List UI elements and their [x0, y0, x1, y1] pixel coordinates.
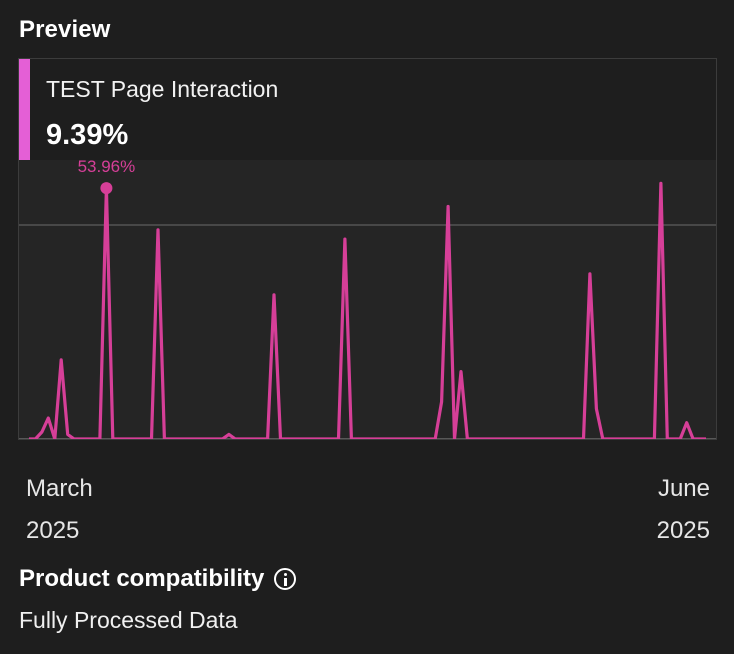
- metric-header: TEST Page Interaction 9.39%: [19, 59, 716, 160]
- x-axis-end-month: June: [657, 475, 710, 502]
- product-compatibility-heading: Product compatibility: [19, 565, 297, 593]
- x-axis-start-label: March 2025: [26, 468, 93, 552]
- product-compatibility-title: Product compatibility: [19, 565, 265, 592]
- preview-title: Preview: [19, 16, 111, 43]
- x-axis-end-year: 2025: [656, 517, 710, 544]
- x-axis-start-year: 2025: [26, 517, 80, 544]
- metric-name: TEST Page Interaction: [46, 76, 279, 102]
- x-axis-end-label: June 2025: [657, 468, 710, 552]
- peak-point[interactable]: [100, 182, 113, 195]
- series-line: [29, 181, 706, 439]
- metric-value: 9.39%: [46, 119, 129, 151]
- metric-accent-bar: [19, 59, 30, 160]
- preview-card: TEST Page Interaction 9.39% 53.96%: [18, 58, 717, 440]
- trend-chart: 53.96%: [19, 160, 716, 439]
- peak-label: 53.96%: [78, 160, 136, 176]
- info-icon[interactable]: [274, 568, 297, 590]
- product-compatibility-value: Fully Processed Data: [19, 607, 238, 633]
- x-axis-start-month: March: [26, 475, 93, 502]
